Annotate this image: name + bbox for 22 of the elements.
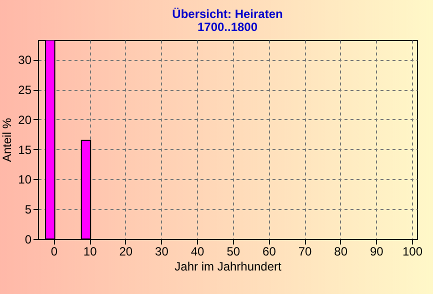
x-tick-label: 30 — [155, 244, 169, 258]
y-axis-title: Anteil % — [0, 118, 14, 162]
x-tick-label: 50 — [226, 244, 240, 258]
y-tick-label: 25 — [18, 83, 32, 98]
y-tick-label: 0 — [24, 232, 32, 246]
y-tick-label: 10 — [18, 172, 32, 187]
x-axis-title: Jahr im Jahrhundert — [174, 260, 282, 274]
chart-title: Übersicht: Heiraten — [172, 7, 283, 21]
x-tick-label: 0 — [50, 244, 58, 258]
x-tick-label: 90 — [370, 244, 384, 258]
y-tick-label: 5 — [24, 202, 32, 217]
y-tick-label: 30 — [18, 53, 32, 68]
chart-subtitle: 1700..1800 — [197, 20, 258, 34]
x-tick-label: 10 — [83, 244, 98, 258]
x-tick-label: 40 — [190, 244, 205, 258]
x-tick-label: 70 — [298, 244, 312, 258]
x-tick-label: 100 — [402, 244, 423, 258]
x-tick-label: 60 — [262, 244, 276, 258]
x-tick-label: 80 — [334, 244, 348, 258]
y-tick-label: 20 — [18, 112, 32, 127]
x-tick-label: 20 — [119, 244, 133, 258]
y-tick-label: 15 — [18, 142, 32, 157]
